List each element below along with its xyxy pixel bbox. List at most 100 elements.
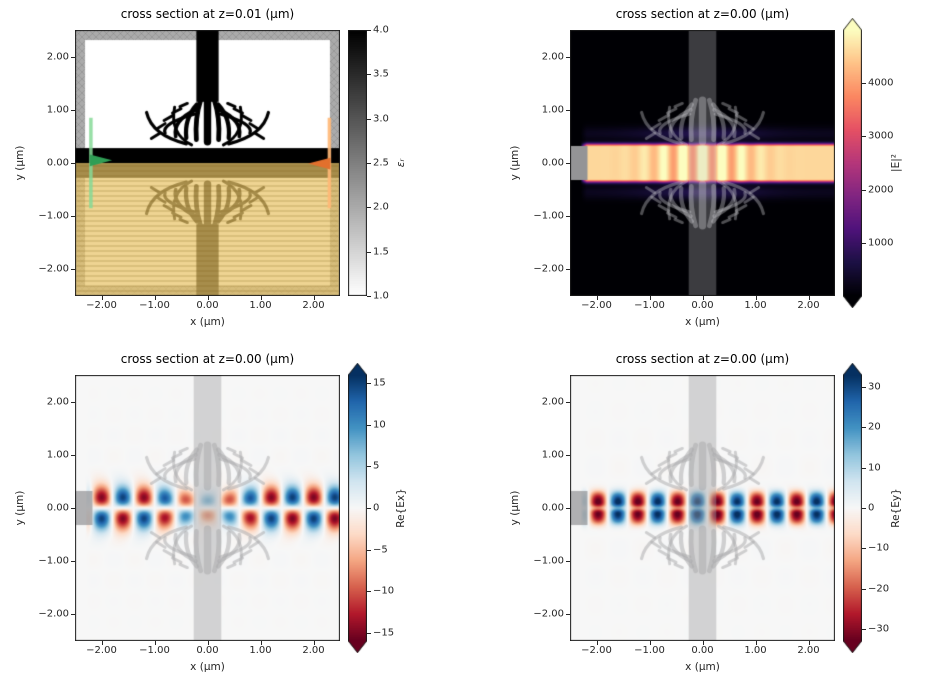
y-tick-label: −1.00 (38, 555, 69, 567)
y-tick-label: −2.00 (533, 608, 564, 620)
colorbar-tick-mark (862, 427, 866, 429)
colorbar-tick-mark (367, 383, 371, 385)
colorbar-tick-mark (367, 632, 371, 634)
colorbar-tick-mark (367, 296, 371, 297)
colorbar-ey-field (843, 363, 862, 653)
y-tick-label: 2.00 (46, 396, 69, 408)
x-tick-label: −1.00 (634, 300, 665, 311)
x-tick-label: −2.00 (86, 300, 117, 311)
x-tick-mark (755, 296, 757, 300)
colorbar-tick-label: −10 (868, 542, 890, 554)
y-tick-mark (566, 109, 570, 111)
x-axis-label: x (μm) (190, 661, 225, 673)
colorbar-tick-label: 0 (868, 502, 875, 514)
colorbar-tick-label: −10 (373, 585, 395, 597)
colorbar-tick-mark (862, 242, 866, 244)
colorbar-tick-label: 2.5 (373, 157, 389, 169)
colorbar-tick-label: 4.0 (373, 24, 389, 36)
colorbar-tick-label: −20 (868, 583, 890, 595)
x-tick-mark (260, 641, 262, 645)
x-tick-label: 0.00 (691, 300, 714, 311)
x-tick-label: −2.00 (581, 300, 612, 311)
plot-area-permittivity (75, 30, 340, 296)
colorbar-tick-mark (862, 508, 866, 509)
x-tick-label: 2.00 (797, 300, 820, 311)
x-tick-label: −1.00 (139, 645, 170, 656)
colorbar-tick-label: 30 (868, 381, 881, 393)
colorbar-label: Re{Ex} (395, 488, 407, 528)
y-tick-label: 2.00 (541, 51, 564, 63)
y-tick-mark (71, 561, 75, 563)
colorbar-label: Re{Ey} (890, 488, 902, 528)
colorbar-tick-label: 5 (373, 460, 380, 472)
x-tick-mark (649, 296, 651, 300)
plot-area-ex-field (75, 375, 340, 641)
x-tick-mark (755, 641, 757, 645)
colorbar-tick-mark (367, 74, 371, 76)
colorbar-tick-label: 3.0 (373, 113, 389, 125)
y-tick-label: −2.00 (38, 608, 69, 620)
x-tick-label: 1.00 (744, 300, 767, 311)
colorbar-tick-label: 10 (373, 419, 386, 431)
colorbar-tick-mark (367, 163, 371, 164)
y-tick-label: 2.00 (541, 396, 564, 408)
x-tick-label: 0.00 (691, 645, 714, 656)
colorbar-tick-mark (862, 628, 866, 630)
colorbar-tick-mark (367, 466, 371, 468)
subplot-intensity: cross section at z=0.00 (μm) y (μm) x (μ… (495, 0, 947, 345)
y-tick-mark (566, 163, 570, 164)
subplot-permittivity: cross section at z=0.01 (μm) y (μm) x (μ… (0, 0, 452, 345)
y-tick-label: −1.00 (38, 210, 69, 222)
subplot-ex-field: cross section at z=0.00 (μm) y (μm) x (μ… (0, 345, 452, 690)
y-tick-label: 0.00 (46, 157, 69, 169)
colorbar-tick-mark (862, 387, 866, 389)
plot-title: cross section at z=0.00 (μm) (615, 352, 790, 366)
colorbar-permittivity (348, 30, 367, 296)
y-tick-mark (71, 454, 75, 456)
plot-title: cross section at z=0.00 (μm) (120, 352, 295, 366)
colorbar-tick-mark (862, 467, 866, 469)
x-tick-mark (649, 641, 651, 645)
x-tick-label: −1.00 (634, 645, 665, 656)
y-tick-mark (566, 269, 570, 271)
y-tick-mark (71, 109, 75, 111)
y-tick-mark (566, 401, 570, 403)
colorbar-ex-field (348, 363, 367, 653)
x-tick-mark (260, 296, 262, 300)
y-tick-mark (566, 508, 570, 509)
y-tick-mark (71, 401, 75, 403)
x-axis-label: x (μm) (190, 316, 225, 328)
x-tick-label: 1.00 (249, 645, 272, 656)
colorbar-tick-label: 1000 (868, 237, 894, 249)
x-tick-mark (596, 296, 598, 300)
plot-title: cross section at z=0.00 (μm) (615, 7, 790, 21)
x-tick-mark (154, 296, 156, 300)
colorbar-tick-mark (367, 591, 371, 593)
colorbar-tick-label: 2.0 (373, 201, 389, 213)
colorbar-tick-label: 15 (373, 377, 386, 389)
plot-area-ey-field (570, 375, 835, 641)
colorbar-tick-mark (367, 549, 371, 551)
x-axis-label: x (μm) (685, 316, 720, 328)
colorbar-tick-label: 0 (373, 502, 380, 514)
colorbar-tick-label: 1.0 (373, 290, 389, 302)
y-tick-mark (566, 454, 570, 456)
y-tick-label: 1.00 (46, 449, 69, 461)
colorbar-tick-mark (862, 588, 866, 590)
colorbar-tick-label: −30 (868, 623, 890, 635)
x-tick-label: −1.00 (139, 300, 170, 311)
colorbar-tick-mark (367, 207, 371, 209)
x-tick-mark (207, 296, 209, 300)
colorbar-label: εᵣ (395, 158, 407, 168)
colorbar-tick-label: 3.5 (373, 68, 389, 80)
x-tick-mark (154, 641, 156, 645)
x-tick-label: −2.00 (581, 645, 612, 656)
y-tick-mark (71, 163, 75, 164)
colorbar-tick-mark (862, 83, 866, 85)
colorbar-tick-mark (367, 508, 371, 509)
y-tick-mark (566, 216, 570, 218)
x-tick-label: 0.00 (196, 645, 219, 656)
x-tick-mark (596, 641, 598, 645)
colorbar-tick-label: 3000 (868, 130, 894, 142)
